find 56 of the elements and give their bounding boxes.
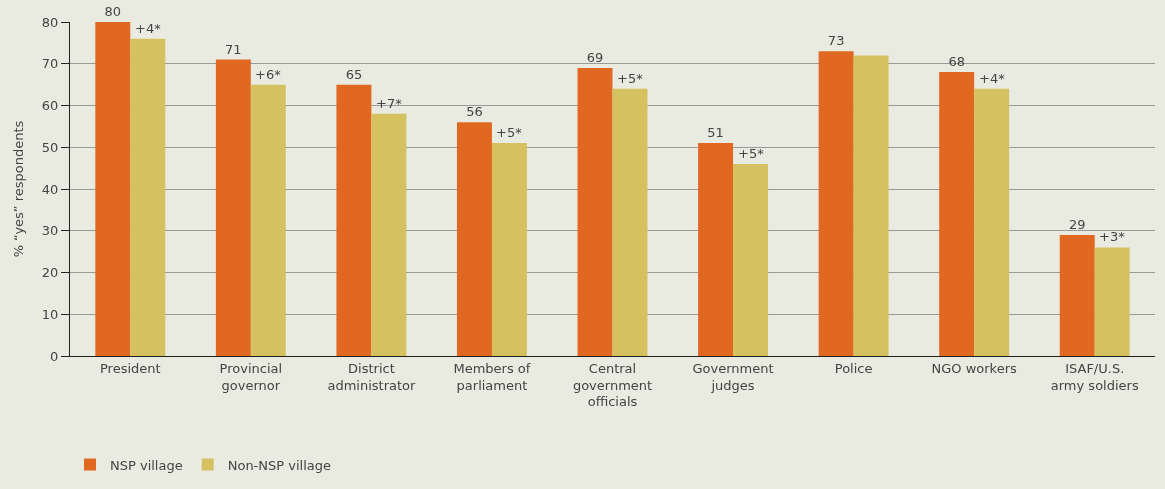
y-axis-title: % “yes” respondents xyxy=(10,120,26,258)
bar xyxy=(215,59,251,356)
y-tick-label: 30 xyxy=(41,223,59,239)
x-tick-label: Government judges xyxy=(692,360,774,393)
data-label: 56 xyxy=(466,104,483,120)
bar xyxy=(698,143,734,356)
bar xyxy=(250,84,286,356)
bar xyxy=(336,84,372,356)
bar xyxy=(1094,247,1130,356)
y-tick-label: 60 xyxy=(41,98,59,114)
x-tick-label: District administrator xyxy=(327,360,417,393)
bar xyxy=(95,22,131,356)
y-tick-label: 20 xyxy=(41,265,59,281)
bar xyxy=(853,55,889,356)
y-tick-label: 10 xyxy=(41,306,59,322)
data-label: 69 xyxy=(586,49,604,65)
data-label: 68 xyxy=(948,54,965,70)
y-tick-label: 0 xyxy=(50,348,59,364)
bar xyxy=(974,88,1010,356)
annotation: +3* xyxy=(1099,229,1126,244)
data-label: 51 xyxy=(707,125,724,141)
legend-label: Non-NSP village xyxy=(227,457,332,473)
data-label: 29 xyxy=(1068,216,1086,232)
x-tick-label: Central government officials xyxy=(572,360,653,410)
bar xyxy=(491,143,527,356)
y-tick-label: 50 xyxy=(41,139,59,155)
y-tick-label: 40 xyxy=(41,181,59,197)
legend-label: NSP village xyxy=(110,457,183,473)
annotation: +4* xyxy=(135,21,162,36)
x-tick-label: Police xyxy=(834,360,873,376)
x-tick-label: President xyxy=(99,360,161,376)
annotation: +5* xyxy=(617,71,644,86)
x-tick-label: Provincial governor xyxy=(219,360,283,393)
bar xyxy=(612,88,648,356)
bar xyxy=(456,122,492,356)
bar xyxy=(371,113,407,356)
x-tick-label: Members of parliament xyxy=(453,360,531,393)
y-tick-label: 70 xyxy=(41,56,59,72)
bar xyxy=(733,163,769,356)
bar xyxy=(130,38,166,356)
annotation: +4* xyxy=(979,71,1006,86)
data-label: 80 xyxy=(104,4,122,19)
bar xyxy=(1059,234,1095,356)
annotation: +6* xyxy=(255,67,282,82)
bar xyxy=(818,51,854,356)
annotation: +5* xyxy=(496,125,523,140)
y-tick-label: 80 xyxy=(41,14,59,30)
data-label: 71 xyxy=(225,41,242,57)
bar xyxy=(939,72,975,356)
data-label: 73 xyxy=(827,33,845,49)
annotation: +7* xyxy=(376,96,403,111)
annotation: +5* xyxy=(738,146,765,161)
bar xyxy=(577,67,613,356)
x-tick-label: ISAF/U.S. army soldiers xyxy=(1050,360,1139,393)
data-label: 65 xyxy=(345,66,363,82)
x-tick-label: NGO workers xyxy=(931,360,1018,376)
